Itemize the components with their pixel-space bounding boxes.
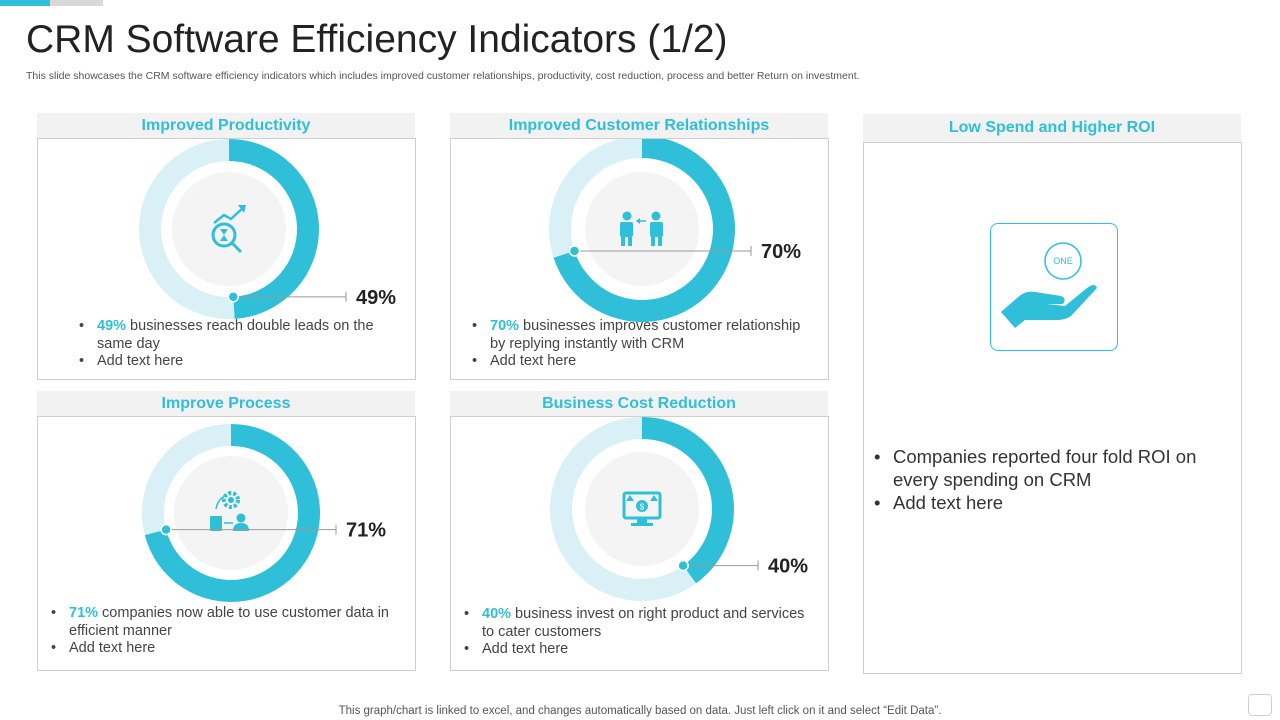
people-exchange-icon	[620, 211, 663, 246]
donut-value-label: 71%	[346, 520, 386, 542]
roi-icon-frame: ONE	[990, 223, 1118, 351]
highlight-value: 49%	[97, 318, 127, 334]
card-relationships: 70% 70% businesses improves customer rel…	[450, 138, 829, 380]
donut-slice-remainder	[549, 139, 642, 258]
list-item: 40% business invest on right product and…	[462, 606, 817, 641]
bullet-list: 40% business invest on right product and…	[462, 606, 817, 659]
highlight-value: 40%	[482, 606, 512, 622]
donut-chart-process[interactable]: 71%	[38, 417, 417, 672]
donut-center	[172, 172, 286, 286]
page-title: CRM Software Efficiency Indicators (1/2)	[26, 18, 728, 61]
accent-bar-gray	[50, 0, 103, 6]
donut-chart-relationships[interactable]: 70%	[451, 139, 830, 381]
footer-note: This graph/chart is linked to excel, and…	[338, 705, 942, 717]
highlight-value: 71%	[69, 605, 99, 621]
card-roi: ONE Companies reported four fold ROI on …	[863, 142, 1242, 674]
bullet-text: companies now able to use customer data …	[69, 605, 390, 639]
list-item: 70% businesses improves customer relatio…	[470, 318, 810, 353]
page-subtitle: This slide showcases the CRM software ef…	[26, 70, 860, 82]
donut-chart-cost[interactable]: $ 40%	[451, 417, 830, 672]
donut-center	[174, 456, 288, 570]
list-item: Add text here	[872, 491, 1222, 514]
accent-bar	[0, 0, 50, 6]
card-title-process: Improve Process	[37, 391, 415, 417]
coin-label: ONE	[1053, 256, 1073, 266]
donut-connector-dot	[677, 559, 689, 572]
donut-connector-dot	[568, 245, 581, 257]
card-productivity: 49% 49% businesses reach double leads on…	[37, 138, 416, 380]
donut-slice-remainder	[550, 417, 697, 601]
bullet-text: business invest on right product and ser…	[482, 606, 805, 640]
hand-coin-icon: ONE	[1001, 242, 1097, 328]
slide-corner-box	[1248, 694, 1272, 716]
donut-slice-remainder	[138, 139, 235, 319]
list-item: Add text here	[470, 353, 810, 371]
donut-slice-value	[642, 417, 734, 584]
card-title-relationships: Improved Customer Relationships	[450, 113, 828, 139]
highlight-value: 70%	[490, 318, 520, 334]
list-item: 49% businesses reach double leads on the…	[77, 318, 397, 353]
donut-center	[585, 172, 699, 286]
list-item: 71% companies now able to use customer d…	[49, 605, 399, 640]
roi-bullet-list: Companies reported four fold ROI on ever…	[872, 445, 1222, 514]
bullet-list: 49% businesses reach double leads on the…	[77, 318, 397, 371]
donut-connector-dot	[227, 291, 240, 303]
card-title-productivity: Improved Productivity	[37, 113, 415, 139]
list-item: Add text here	[49, 640, 399, 658]
donut-chart-productivity[interactable]: 49%	[38, 139, 417, 381]
bullet-text: businesses improves customer relationshi…	[490, 318, 801, 352]
bullet-list: 70% businesses improves customer relatio…	[470, 318, 810, 371]
monitor-dollar-icon: $	[622, 491, 662, 526]
bullet-text: businesses reach double leads on the sam…	[97, 318, 374, 352]
svg-text:$: $	[640, 503, 645, 512]
donut-slice-remainder	[142, 424, 231, 536]
card-title-cost: Business Cost Reduction	[450, 391, 828, 417]
process-gear-icon	[210, 491, 249, 531]
donut-value-label: 70%	[761, 241, 801, 263]
donut-slice-value	[229, 139, 319, 319]
donut-connector-dot	[160, 523, 172, 536]
card-cost: $ 40% 40% business invest on right produ…	[450, 416, 829, 671]
list-item: Add text here	[77, 353, 397, 371]
card-process: 71% 71% companies now able to use custom…	[37, 416, 416, 671]
magnifier-chart-icon	[211, 205, 246, 254]
donut-value-label: 49%	[356, 287, 396, 309]
donut-value-label: 40%	[768, 556, 808, 578]
list-item: Companies reported four fold ROI on ever…	[872, 445, 1222, 491]
list-item: Add text here	[462, 641, 817, 659]
card-title-roi: Low Spend and Higher ROI	[863, 114, 1241, 142]
bullet-list: 71% companies now able to use customer d…	[49, 605, 399, 658]
